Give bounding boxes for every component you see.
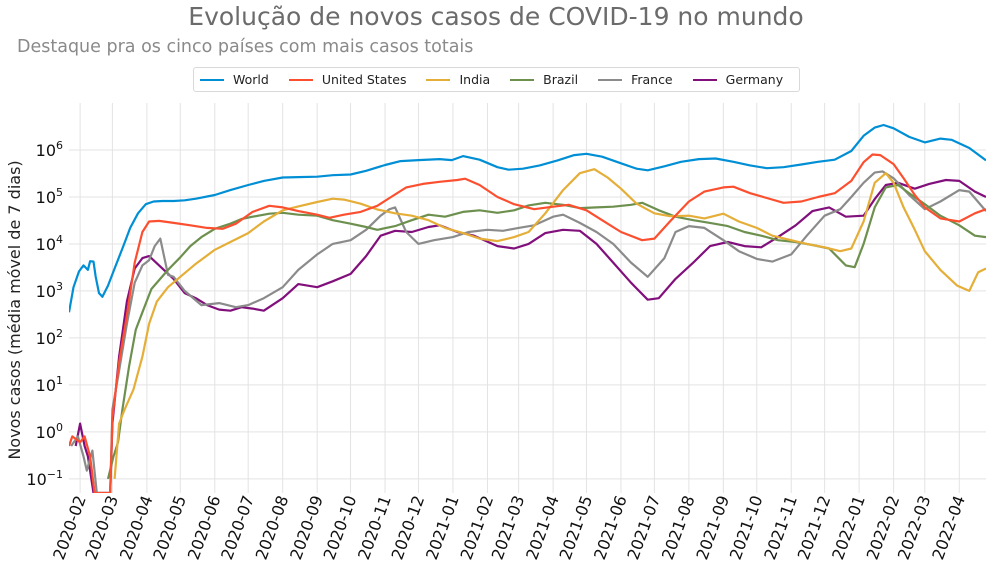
legend-label: India bbox=[459, 72, 491, 87]
legend: World United States India Brazil France Germa… bbox=[193, 67, 800, 92]
legend-entry-germany: Germany bbox=[692, 72, 784, 87]
y-tick-labels: 10−1 100 101 102 103 104 105 106 bbox=[26, 139, 63, 489]
x-tick-label: 2020-05 bbox=[149, 493, 190, 562]
legend-swatch bbox=[200, 78, 224, 81]
x-tick-label: 2021-05 bbox=[556, 493, 597, 562]
legend-label: Brazil bbox=[543, 72, 579, 87]
series-line-brazil bbox=[106, 183, 986, 480]
x-tick-label: 2021-07 bbox=[623, 493, 664, 562]
y-tick-label: 104 bbox=[36, 233, 63, 254]
legend-entry-united-states: United States bbox=[288, 72, 407, 87]
x-tick-label: 2021-08 bbox=[658, 493, 699, 562]
chart-title: Evolução de novos casos de COVID-19 no m… bbox=[188, 2, 804, 31]
y-tick-label: 100 bbox=[36, 421, 63, 442]
x-tick-label: 2020-07 bbox=[217, 493, 258, 562]
series-line-world bbox=[69, 123, 986, 313]
chart-subtitle: Destaque pra os cinco países com mais ca… bbox=[17, 37, 474, 57]
x-tick-label: 2022-01 bbox=[828, 493, 869, 562]
x-tick-label: 2020-12 bbox=[387, 493, 428, 562]
x-tick-label: 2021-01 bbox=[422, 493, 463, 562]
legend-entry-france: France bbox=[598, 72, 673, 87]
legend-swatch bbox=[426, 78, 451, 81]
legend-label: World bbox=[233, 72, 269, 87]
x-tick-label: 2021-10 bbox=[726, 493, 767, 562]
x-tick-label: 2020-08 bbox=[252, 493, 293, 562]
y-tick-label: 103 bbox=[36, 280, 63, 301]
legend-label: France bbox=[631, 72, 673, 87]
y-tick-label: 102 bbox=[36, 327, 63, 348]
legend-swatch bbox=[288, 78, 313, 81]
y-axis-label: Novos casos (média móvel de 7 dias) bbox=[5, 160, 24, 459]
legend-label: United States bbox=[321, 72, 407, 87]
x-tick-label: 2020-10 bbox=[320, 493, 361, 562]
y-tick-label: 10−1 bbox=[26, 468, 63, 489]
y-tick-label: 106 bbox=[36, 139, 63, 160]
legend-swatch bbox=[598, 78, 623, 81]
x-tick-label: 2021-12 bbox=[794, 493, 835, 562]
x-tick-labels: 2020-022020-032020-042020-052020-062020-… bbox=[49, 493, 969, 562]
series-line-united-states bbox=[69, 153, 986, 493]
legend-swatch bbox=[692, 78, 717, 81]
legend-entry-world: World bbox=[200, 72, 269, 87]
legend-entry-brazil: Brazil bbox=[510, 72, 578, 87]
series-line-france bbox=[70, 170, 986, 493]
series-lines bbox=[69, 123, 986, 493]
legend-label: Germany bbox=[725, 72, 784, 87]
series-line-india bbox=[113, 168, 986, 479]
legend-entry-india: India bbox=[426, 72, 490, 87]
y-tick-label: 101 bbox=[36, 374, 63, 395]
legend-swatch bbox=[510, 78, 535, 81]
x-tick-label: 2022-04 bbox=[928, 493, 969, 562]
grid bbox=[69, 103, 986, 493]
y-tick-label: 105 bbox=[36, 186, 63, 207]
